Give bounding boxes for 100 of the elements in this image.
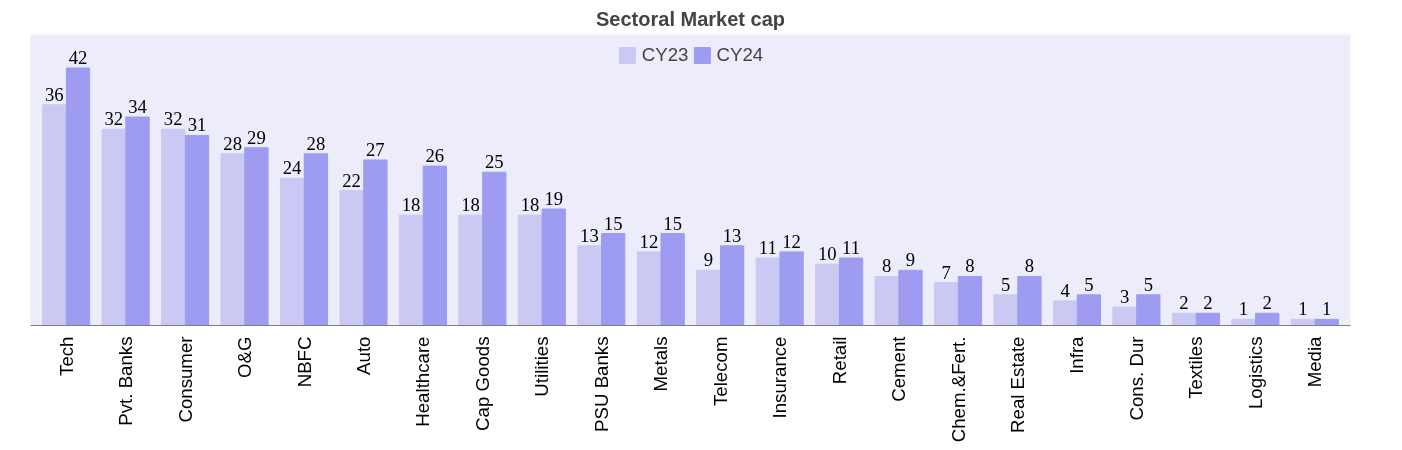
bar — [42, 104, 67, 326]
x-tick-label: Auto — [352, 336, 374, 375]
bar — [601, 233, 626, 326]
data-label: 4 — [1060, 279, 1071, 301]
bar — [636, 251, 662, 326]
bar — [184, 134, 210, 326]
data-label: 36 — [44, 83, 64, 105]
bar — [874, 275, 899, 326]
data-label: 11 — [842, 237, 861, 259]
bar — [1314, 318, 1339, 326]
x-tick-label: Infra — [1066, 335, 1088, 374]
bar — [363, 159, 388, 326]
x-tick-label: Retail — [828, 336, 850, 385]
bar — [838, 257, 864, 326]
bar — [577, 245, 602, 326]
bar — [1017, 275, 1042, 326]
bar — [1231, 318, 1256, 326]
x-tick-label: Utilities — [531, 336, 553, 397]
data-label: 26 — [425, 145, 445, 167]
x-tick-label: NBFC — [293, 336, 315, 388]
data-label: 34 — [128, 96, 148, 118]
bar — [482, 171, 507, 326]
data-label: 18 — [520, 194, 540, 216]
data-label: 12 — [639, 230, 659, 252]
data-label: 27 — [366, 138, 385, 160]
bar — [398, 214, 424, 326]
bar — [1255, 312, 1280, 326]
bar — [934, 282, 959, 326]
bar — [303, 153, 329, 326]
data-label: 15 — [603, 212, 623, 234]
data-label: 42 — [68, 46, 88, 68]
bar — [339, 190, 364, 326]
data-label: 18 — [461, 194, 480, 216]
x-tick-label: PSU Banks — [590, 336, 612, 432]
data-label: 10 — [817, 243, 837, 265]
data-label: 19 — [544, 188, 564, 209]
bar — [1112, 306, 1137, 326]
x-tick-label: Cap Goods — [471, 336, 493, 431]
data-label: 7 — [941, 261, 951, 283]
bar — [244, 147, 269, 326]
bar — [779, 251, 804, 326]
x-tick-label: Insurance — [769, 336, 791, 419]
bar — [101, 128, 126, 326]
bar — [1195, 312, 1220, 326]
bar — [541, 208, 566, 326]
data-label: 1 — [1238, 298, 1249, 320]
data-label: 18 — [401, 194, 421, 216]
bar — [125, 116, 150, 326]
data-label: 28 — [223, 132, 242, 154]
chart-title: Sectoral Market cap — [596, 7, 785, 30]
bar — [1076, 294, 1102, 326]
data-label: 25 — [484, 151, 504, 173]
data-label: 8 — [882, 255, 892, 277]
bar — [279, 177, 305, 326]
bar — [1052, 300, 1078, 326]
x-tick-label: Media — [1304, 335, 1326, 388]
bar — [898, 269, 923, 326]
data-label: 9 — [905, 249, 916, 271]
x-tick-label: Logistics — [1244, 336, 1266, 410]
data-label: 22 — [342, 169, 361, 191]
x-tick-label: Metals — [650, 336, 672, 392]
data-label: 32 — [104, 108, 124, 130]
data-label: 9 — [703, 249, 713, 271]
bar — [422, 165, 447, 326]
data-label: 13 — [722, 224, 742, 246]
bar — [660, 233, 685, 326]
data-label: 2 — [1179, 292, 1189, 314]
x-tick-label: Pvt. Banks — [115, 336, 137, 426]
legend-label: CY23 — [641, 44, 689, 66]
bar — [220, 153, 245, 326]
data-label: 1 — [1298, 298, 1308, 320]
x-tick-label: Telecom — [709, 336, 731, 406]
x-tick-label: Tech — [55, 336, 77, 376]
data-label: 1 — [1322, 298, 1332, 320]
bar — [1136, 294, 1161, 326]
data-label: 15 — [663, 212, 682, 234]
bar — [65, 67, 91, 326]
data-label: 32 — [163, 108, 183, 130]
data-label: 5 — [1000, 273, 1011, 295]
x-tick-label: Cons. Dur — [1125, 336, 1147, 421]
data-label: 13 — [580, 224, 599, 246]
bar — [458, 214, 483, 326]
bar — [993, 294, 1018, 326]
data-label: 3 — [1119, 286, 1130, 308]
data-label: 29 — [247, 126, 266, 148]
x-tick-label: O&G — [234, 336, 256, 378]
bar — [719, 245, 745, 326]
data-label: 24 — [282, 157, 303, 179]
x-tick-label: Chem.&Fert. — [947, 336, 969, 443]
bar — [755, 257, 780, 326]
data-label: 31 — [187, 114, 207, 136]
data-label: 28 — [306, 132, 326, 154]
data-label: 8 — [1024, 255, 1035, 277]
bar — [696, 269, 721, 326]
data-label: 5 — [1143, 273, 1153, 295]
x-tick-label: Cement — [888, 335, 910, 402]
bar — [517, 214, 543, 326]
x-tick-label: Consumer — [174, 336, 196, 423]
bar — [815, 263, 840, 326]
data-label: 2 — [1262, 292, 1272, 314]
